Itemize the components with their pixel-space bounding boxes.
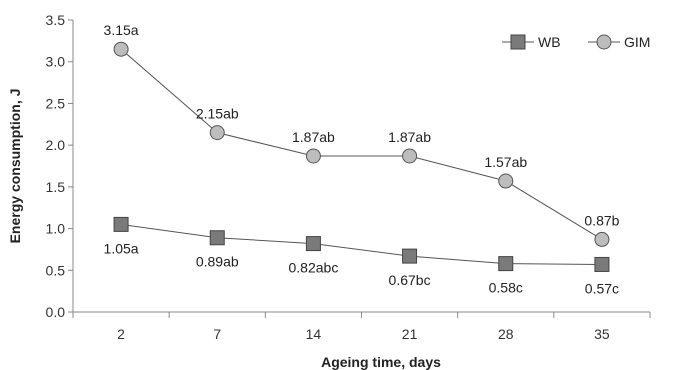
x-tick-label: 14 bbox=[306, 326, 322, 342]
data-label-gim: 1.87ab bbox=[292, 129, 335, 145]
x-axis-title: Ageing time, days bbox=[321, 354, 441, 370]
x-tick-label: 7 bbox=[213, 326, 221, 342]
data-point-wb bbox=[594, 256, 610, 272]
data-label-gim: 1.57ab bbox=[484, 154, 527, 170]
x-axis-ticks: 2 7 14 21 28 35 bbox=[72, 312, 651, 342]
legend-label-wb: WB bbox=[538, 34, 561, 50]
x-tick-label: 2 bbox=[117, 326, 125, 342]
x-tick-label: 35 bbox=[594, 326, 610, 342]
data-label-gim: 3.15a bbox=[104, 22, 139, 38]
data-point-wb bbox=[402, 248, 418, 264]
y-axis-ticks: 0.0 0.5 1.0 1.5 2.0 2.5 3.0 3.5 bbox=[46, 12, 73, 320]
y-tick-label: 0.5 bbox=[46, 262, 66, 278]
legend-marker-gim bbox=[596, 34, 612, 50]
data-label-wb: 0.57c bbox=[585, 280, 619, 296]
series-line-wb bbox=[121, 223, 602, 265]
y-tick-label: 2.0 bbox=[46, 137, 66, 153]
data-point-wb bbox=[209, 230, 225, 246]
data-label-wb: 0.82abc bbox=[289, 260, 339, 276]
legend-marker-wb bbox=[510, 34, 526, 50]
x-tick-label: 21 bbox=[402, 326, 418, 342]
y-tick-label: 0.0 bbox=[46, 304, 66, 320]
data-point-gim bbox=[113, 41, 129, 57]
y-tick-label: 3.5 bbox=[46, 12, 66, 28]
y-axis-title: Energy consumption, J bbox=[7, 89, 23, 244]
data-point-gim bbox=[305, 148, 321, 164]
data-label-gim: 0.87b bbox=[584, 212, 619, 228]
y-tick-label: 1.0 bbox=[46, 221, 66, 237]
data-label-wb: 0.89ab bbox=[196, 254, 239, 270]
data-label-wb: 0.67bc bbox=[389, 272, 431, 288]
data-point-gim bbox=[402, 148, 418, 164]
y-tick-label: 1.5 bbox=[46, 179, 66, 195]
data-point-wb bbox=[498, 256, 514, 272]
data-point-gim bbox=[498, 173, 514, 189]
data-label-wb: 1.05a bbox=[104, 240, 139, 256]
data-point-wb bbox=[305, 236, 321, 252]
data-label-gim: 2.15ab bbox=[196, 106, 239, 122]
y-tick-label: 2.5 bbox=[46, 95, 66, 111]
legend-label-gim: GIM bbox=[624, 34, 650, 50]
series-line-gim bbox=[120, 48, 603, 240]
x-tick-label: 28 bbox=[498, 326, 514, 342]
data-labels: 1.05a 0.89ab 0.82abc 0.67bc 0.58c 0.57c 3.15a 2… bbox=[104, 22, 620, 296]
legend: WB GIM bbox=[502, 34, 650, 50]
data-label-gim: 1.87ab bbox=[388, 129, 431, 145]
y-tick-label: 3.0 bbox=[46, 54, 66, 70]
series-layer bbox=[113, 41, 610, 272]
data-point-gim bbox=[209, 125, 225, 141]
data-point-wb bbox=[113, 216, 129, 232]
data-label-wb: 0.58c bbox=[489, 280, 523, 296]
data-point-gim bbox=[594, 231, 610, 247]
